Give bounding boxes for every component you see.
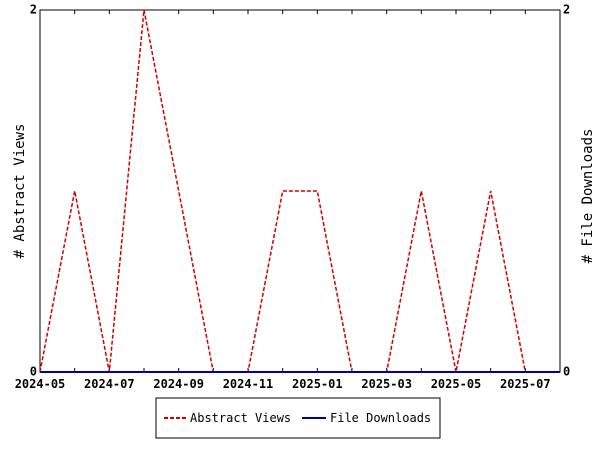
- series-layer: [39, 9, 560, 373]
- x-tick-label: 2025-07: [500, 377, 551, 391]
- series-line-abstract-views: [39, 9, 560, 373]
- x-tick-label: 2024-05: [15, 377, 66, 391]
- legend-label-abstract-views: Abstract Views: [190, 411, 291, 425]
- y-axis-left-title: # Abstract Views: [12, 124, 28, 259]
- x-tick-label: 2024-07: [84, 377, 135, 391]
- legend: Abstract Views File Downloads: [155, 397, 441, 439]
- y-right-tick-label: 0: [563, 365, 570, 379]
- y-right-tick-label: 2: [563, 3, 570, 17]
- legend-label-file-downloads: File Downloads: [330, 411, 431, 425]
- x-tick-label: 2024-11: [223, 377, 274, 391]
- x-axis-ticks: 2024-05 2024-07 2024-09 2024-11 2025-01 2025-…: [15, 10, 561, 391]
- x-tick-label: 2025-03: [361, 377, 412, 391]
- legend-box: [155, 397, 441, 439]
- y-axis-right-title: # File Downloads: [580, 129, 596, 264]
- y-left-tick-label: 0: [30, 365, 37, 379]
- x-tick-label: 2025-05: [431, 377, 482, 391]
- x-tick-label: 2025-01: [292, 377, 343, 391]
- y-left-tick-label: 2: [30, 3, 37, 17]
- x-tick-label: 2024-09: [153, 377, 204, 391]
- plot-area: [39, 9, 561, 373]
